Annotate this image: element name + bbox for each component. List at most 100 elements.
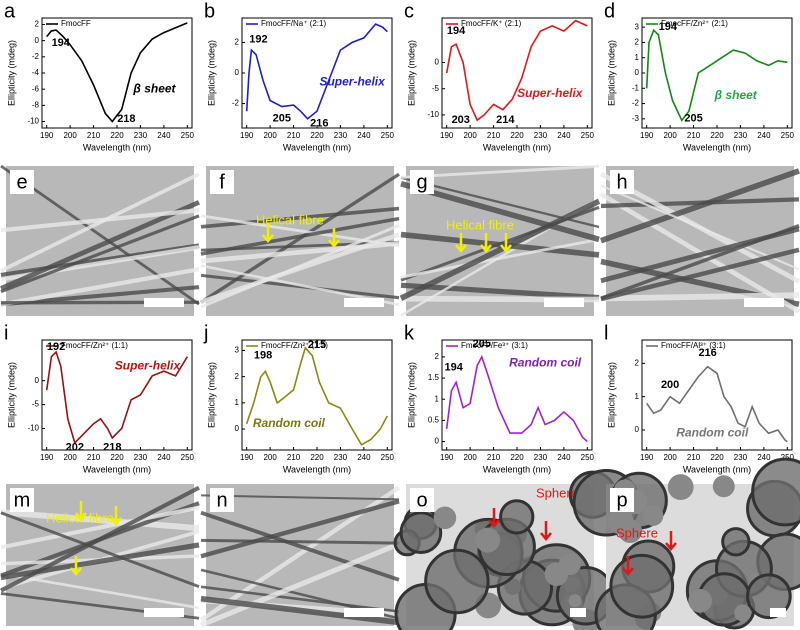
x-tick-label: 210: [487, 453, 501, 462]
y-tick-label: 2: [435, 352, 440, 361]
x-axis-label: Wavelength (nm): [83, 142, 151, 152]
panel-label-box: [610, 488, 634, 512]
x-tick-label: 210: [287, 453, 301, 462]
sphere-core: [558, 552, 582, 576]
arrow: [622, 556, 634, 576]
annotation: 202: [66, 442, 84, 454]
panel-label-box: [410, 488, 434, 512]
panel-label-box: [610, 170, 634, 194]
x-tick-label: 230: [134, 453, 148, 462]
y-tick-label: -6: [32, 84, 40, 93]
x-tick-label: 200: [263, 131, 277, 140]
y-tick-label: -5: [432, 84, 440, 93]
x-tick-label: 210: [87, 131, 101, 140]
y-tick-label: 1: [435, 394, 440, 403]
x-tick-label: 230: [534, 131, 548, 140]
y-tick-label: -2: [232, 99, 240, 108]
panel-label: j: [203, 322, 208, 344]
y-tick-label: 0: [435, 437, 440, 446]
y-tick-label: 2: [35, 20, 40, 29]
annotation: 192: [249, 33, 267, 45]
fibre: [399, 198, 601, 301]
x-tick-label: 240: [357, 453, 371, 462]
sphere: [399, 511, 443, 555]
plot-frame: [641, 17, 793, 129]
annotation: 194: [445, 361, 464, 373]
y-tick-label: -2: [632, 99, 640, 108]
fibre: [200, 538, 400, 545]
arrow: [500, 233, 512, 253]
x-tick-label: 240: [157, 453, 171, 462]
annotation: β sheet: [714, 88, 758, 102]
panel-label: e: [16, 171, 27, 193]
x-tick-label: 190: [440, 453, 454, 462]
x-tick-label: 230: [334, 131, 348, 140]
y-tick-label: -2: [32, 52, 40, 61]
fibre: [200, 224, 400, 309]
arrow: [262, 223, 274, 243]
y-tick-label: 0: [435, 58, 440, 67]
annotation: 218: [117, 113, 135, 125]
x-tick-label: 230: [534, 453, 548, 462]
y-tick-label: 3: [635, 22, 640, 31]
data-line: [645, 28, 788, 122]
fibre: [0, 572, 200, 610]
y-axis-label: Ellipticity (mdeg): [406, 362, 416, 428]
fibre: [600, 184, 800, 271]
fibre: [0, 267, 200, 307]
arrow: [328, 228, 340, 248]
y-tick-label: -1: [632, 83, 640, 92]
annotation: Random coil: [676, 426, 749, 440]
panel-label: k: [404, 322, 415, 344]
fibre: [400, 282, 600, 301]
micrograph: g Helical fibre: [399, 164, 601, 317]
image-annotation: Sphere: [536, 485, 578, 500]
arrow: [480, 233, 492, 253]
annotation: 216: [310, 117, 328, 129]
y-axis-label: Ellipticity (mdeg): [606, 40, 616, 106]
fibre: [200, 241, 400, 264]
sphere-core: [688, 588, 713, 613]
y-tick-label: 1: [635, 392, 640, 401]
sphere: [746, 573, 792, 620]
x-tick-label: 220: [510, 131, 524, 140]
x-tick-label: 190: [440, 131, 454, 140]
panel-label: g: [416, 171, 427, 193]
sphere: [499, 499, 535, 535]
fibre: [600, 197, 800, 209]
annotation: 215: [308, 339, 326, 351]
annotation: 205: [273, 113, 291, 125]
annotation: 205: [684, 113, 702, 125]
fibre: [200, 216, 400, 256]
x-tick-label: 250: [381, 453, 395, 462]
y-tick-label: -10: [27, 117, 39, 126]
sphere: [751, 457, 800, 527]
fibre: [0, 214, 200, 294]
y-tick-label: 0: [235, 424, 240, 433]
image-annotation: Helical fibre: [446, 217, 514, 232]
annotation: 200: [661, 379, 679, 391]
panel-label: f: [219, 171, 225, 193]
panel-label-box: [210, 488, 234, 512]
image-annotation: Helical fibre: [256, 212, 324, 227]
sphere-core: [667, 474, 694, 500]
y-axis-label: Ellipticity (mdeg): [606, 362, 616, 428]
fibre: [200, 214, 400, 248]
panel-label: p: [616, 489, 627, 511]
legend-label: FmocFF/Zn²⁺ (2:1): [661, 19, 728, 28]
x-tick-label: 220: [110, 131, 124, 140]
y-tick-label: -8: [32, 100, 40, 109]
annotation: Super-helix: [115, 358, 182, 372]
arrow: [488, 508, 500, 528]
panel-label: c: [404, 0, 414, 22]
panel-label: a: [4, 0, 16, 22]
scale-bar: [344, 298, 384, 307]
legend-label: FmocFF/Al³⁺ (3:1): [661, 341, 726, 350]
x-tick-label: 190: [40, 453, 54, 462]
annotation: 203: [452, 114, 470, 126]
x-tick-label: 240: [157, 131, 171, 140]
x-tick-label: 240: [757, 453, 771, 462]
annotation: 198: [254, 350, 272, 362]
micrograph: h: [599, 166, 800, 316]
